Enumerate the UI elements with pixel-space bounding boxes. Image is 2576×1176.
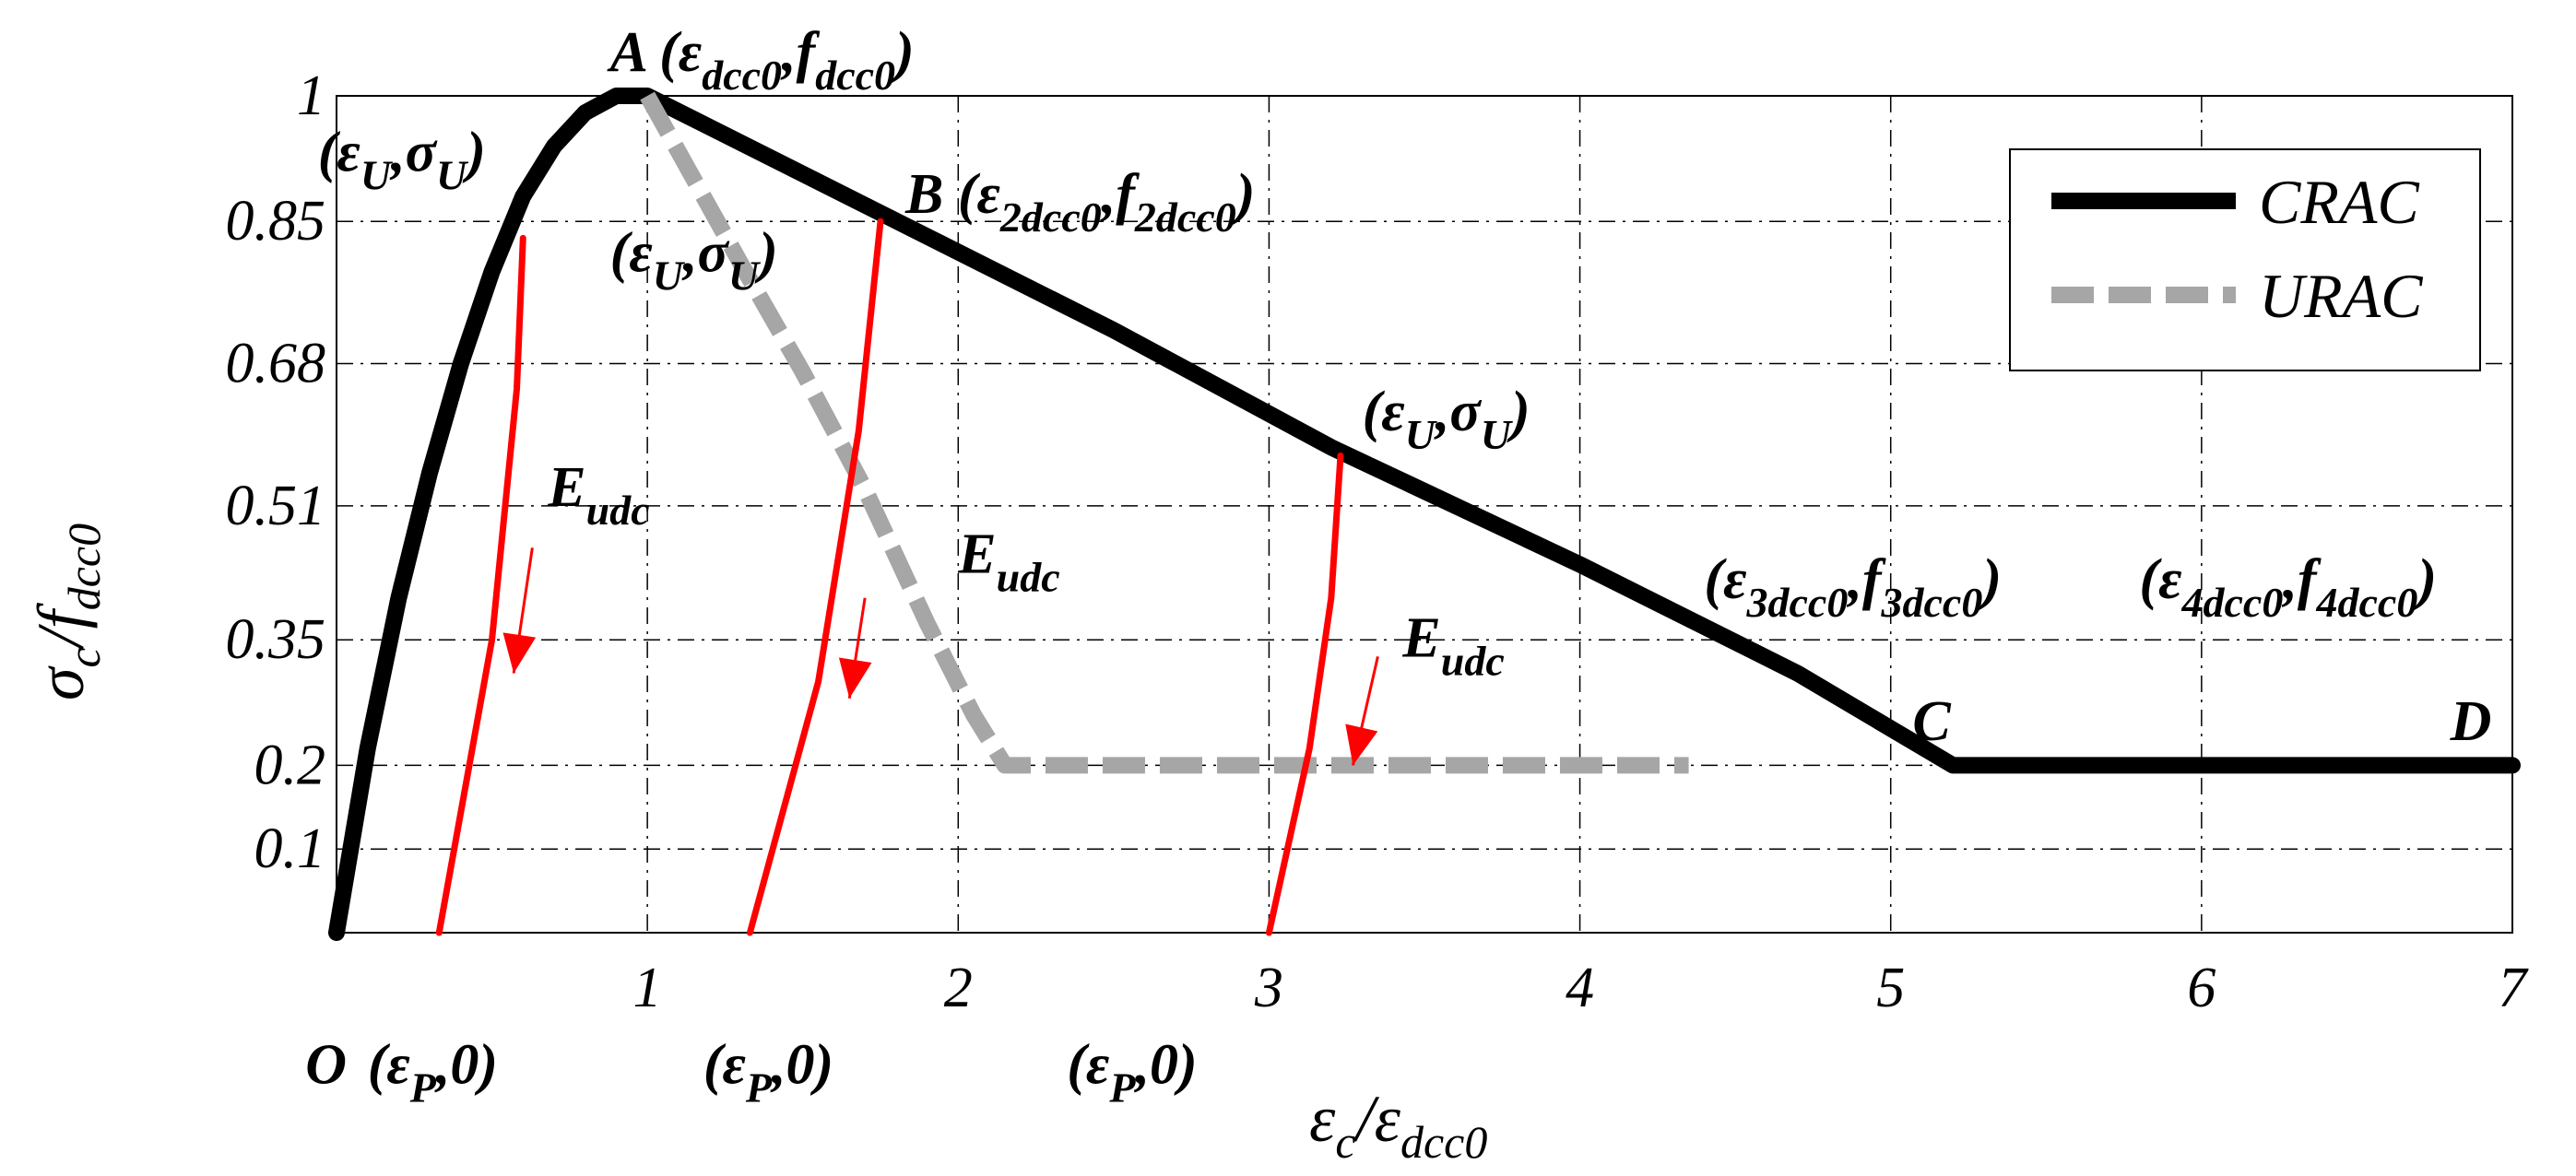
crac-series-line [328, 88, 2521, 941]
annotation-E2: Eudc [957, 523, 1059, 601]
arrow-head [502, 632, 537, 674]
annotation-O: O [305, 1033, 347, 1096]
urac-series-line [640, 91, 1689, 774]
legend-box [2009, 148, 2481, 371]
arrow-head [1345, 723, 1378, 766]
x-tick-label: 6 [2187, 957, 2216, 1019]
legend: CRAC URAC [2009, 148, 2481, 371]
plot-frame [336, 95, 2513, 934]
x-tick-label: 2 [944, 957, 973, 1019]
annotation-E3: Eudc [1401, 606, 1504, 684]
annotation-U1: (εU,σU) [318, 122, 486, 199]
x-tick-label: 5 [1876, 957, 1905, 1019]
x-tick-label: 7 [2499, 957, 2530, 1019]
arrow-head [838, 657, 872, 699]
annotation-p1: (εP,0) [368, 1033, 498, 1111]
annotations: O (εP,0) (εP,0) (εP,0) A (εdcc0,fdcc0) B (ε2d… [305, 21, 2491, 1111]
y-tick-label: 1 [297, 65, 325, 127]
y-tick-label: 0.35 [226, 608, 326, 671]
x-tick-label: 4 [1566, 957, 1594, 1019]
x-axis-label: εc/εdcc0 [1309, 1082, 1487, 1168]
svg-text:σc/fdcc0: σc/fdcc0 [24, 523, 110, 700]
y-tick-label: 0.68 [226, 333, 326, 395]
y-tick-label: 0.51 [226, 475, 326, 537]
unloading-path-3 [746, 218, 884, 936]
y-axis-label: σc/fdcc0 [24, 523, 110, 700]
arrow-layer [502, 547, 1379, 766]
annotation-U2: (εU,σU) [610, 222, 778, 300]
annotation-B: B (ε2dcc0,f2dcc0) [904, 163, 1255, 241]
annotation-U3: (εU,σU) [1363, 381, 1530, 458]
annotation-E1: Eudc [547, 456, 649, 534]
x-tick-label: 3 [1254, 957, 1283, 1019]
annotation-A: A (εdcc0,fdcc0) [607, 21, 915, 99]
x-tick-labels: 1 2 3 4 5 6 7 [633, 957, 2530, 1019]
y-tick-label: 0.2 [254, 734, 326, 796]
legend-crac-label: CRAC [2259, 167, 2419, 237]
annotation-P4: (ε4dcc0,f4dcc0) [2139, 548, 2437, 626]
legend-urac-label: URAC [2259, 261, 2423, 331]
y-tick-label: 0.85 [226, 190, 326, 253]
x-tick-label: 1 [633, 957, 662, 1019]
y-tick-label: 0.1 [254, 817, 326, 880]
annotation-P3: (ε3dcc0,f3dcc0) [1704, 548, 2002, 626]
unloading-path-2 [435, 234, 526, 936]
series-layer [328, 88, 2521, 941]
annotation-D: D [2450, 690, 2492, 753]
svg-text:εc/εdcc0: εc/εdcc0 [1309, 1082, 1487, 1168]
annotation-p2: (εP,0) [703, 1033, 833, 1111]
y-tick-labels: 0.1 0.2 0.35 0.51 0.68 0.85 1 [226, 65, 326, 880]
annotation-C: C [1912, 690, 1951, 753]
unloading-path-4 [1265, 452, 1344, 936]
annotation-p3: (εP,0) [1067, 1033, 1197, 1111]
